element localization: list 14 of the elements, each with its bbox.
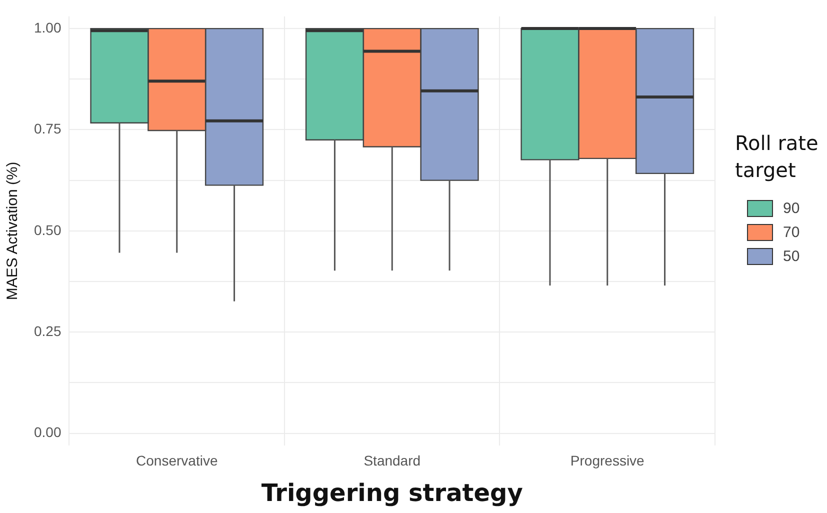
legend-label: 70 [783, 224, 800, 240]
legend-label: 90 [783, 200, 800, 216]
x-tick-label: Progressive [570, 452, 645, 469]
y-tick-label: 0.25 [34, 322, 62, 339]
y-tick-label: 0.00 [34, 424, 62, 440]
x-axis-title: Triggering strategy [261, 478, 524, 507]
y-tick-label: 0.75 [34, 120, 62, 137]
x-tick-label: Conservative [136, 452, 218, 469]
x-tick-label: Standard [364, 452, 421, 469]
y-axis-title: MAES Activation (%) [4, 162, 22, 300]
y-tick-label: 0.50 [34, 222, 62, 238]
y-tick-label: 1.00 [34, 19, 62, 36]
legend-title: Roll rate target [735, 130, 820, 184]
legend-label: 50 [783, 248, 800, 264]
